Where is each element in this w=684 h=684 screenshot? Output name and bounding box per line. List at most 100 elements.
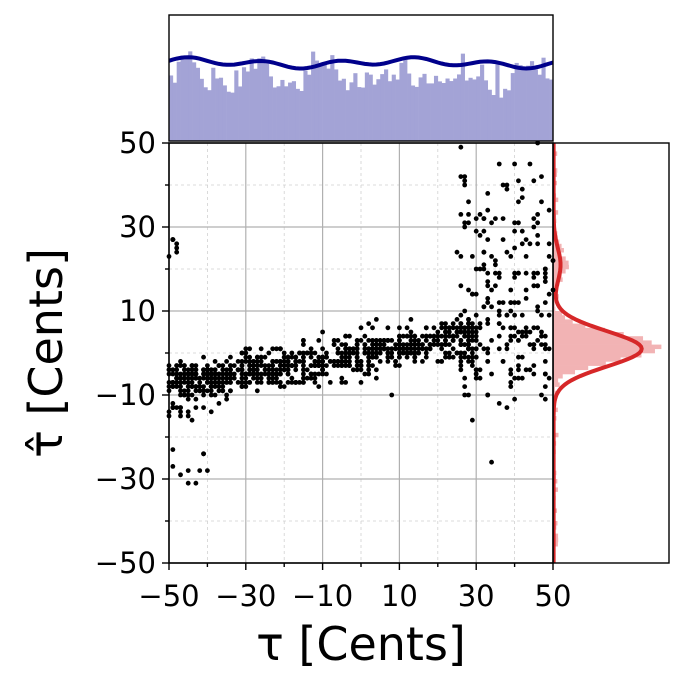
top-hist-bar — [460, 53, 465, 142]
scatter-point — [251, 359, 256, 364]
top-hist-bar — [218, 77, 224, 141]
scatter-point — [527, 367, 533, 373]
top-kde-line — [168, 55, 554, 71]
scatter-point — [485, 283, 491, 289]
scatter-point — [531, 363, 537, 368]
scatter-point — [262, 363, 268, 368]
top-hist-bar — [514, 62, 519, 142]
scatter-point — [247, 371, 253, 377]
scatter-point — [343, 380, 349, 385]
scatter-point — [420, 346, 425, 352]
top-hist-bar — [207, 90, 212, 141]
scatter-point — [339, 342, 345, 347]
scatter-point — [462, 329, 468, 335]
scatter-point — [496, 161, 502, 167]
scatter-point — [519, 228, 525, 234]
scatter-point — [281, 384, 287, 389]
scatter-point — [485, 321, 491, 326]
scatter-point — [443, 333, 448, 339]
right-hist-bar — [553, 357, 621, 362]
scatter-point — [239, 371, 245, 377]
top-hist-bar — [203, 87, 208, 141]
scatter-point — [312, 375, 318, 381]
scatter-point — [247, 363, 253, 368]
scatter-point — [523, 367, 529, 373]
scatter-point — [189, 363, 195, 368]
scatter-point — [301, 338, 306, 343]
scatter-point — [270, 375, 276, 381]
scatter-point — [270, 346, 276, 352]
scatter-point — [443, 354, 448, 360]
scatter-point — [354, 346, 360, 352]
scatter-point — [389, 350, 395, 356]
scatter-point — [412, 350, 418, 356]
scatter-point — [320, 354, 325, 360]
scatter-point — [251, 363, 256, 368]
scatter-point — [516, 363, 521, 368]
scatter-point — [339, 363, 345, 368]
scatter-point — [270, 359, 276, 364]
scatter-point — [285, 367, 291, 373]
scatter-point — [458, 367, 464, 373]
scatter-point — [181, 375, 187, 381]
scatter-point — [500, 237, 506, 243]
top-hist-bar — [188, 51, 193, 141]
scatter-point — [208, 380, 214, 385]
top-hist-bar — [449, 81, 454, 141]
scatter-point — [189, 392, 195, 398]
scatter-point — [312, 363, 318, 368]
top-hist-bar — [537, 74, 542, 141]
scatter-point — [412, 354, 418, 360]
scatter-point — [408, 346, 414, 352]
scatter-point — [293, 380, 299, 385]
scatter-point — [258, 354, 264, 360]
scatter-point — [473, 346, 479, 352]
scatter-point — [243, 354, 249, 360]
top-hist-bar — [510, 73, 515, 141]
scatter-point — [216, 384, 222, 389]
scatter-point — [304, 367, 310, 373]
scatter-point — [397, 363, 402, 368]
top-hist-bar — [195, 67, 201, 141]
scatter-point — [489, 459, 494, 465]
scatter-point — [354, 354, 360, 360]
scatter-point — [535, 241, 541, 247]
scatter-point — [178, 413, 183, 419]
scatter-point — [435, 359, 441, 364]
scatter-point — [201, 384, 206, 389]
scatter-point — [458, 338, 464, 343]
scatter-point — [485, 237, 491, 243]
scatter-point — [366, 321, 372, 326]
scatter-point — [531, 325, 537, 331]
scatter-point — [508, 371, 514, 377]
tick-labels: −50 −30 −10 10 30 50 −50 −30 −10 10 30 50 — [95, 126, 572, 613]
scatter-point — [408, 317, 414, 322]
top-hist-bar — [326, 68, 331, 141]
scatter-point — [531, 178, 537, 184]
scatter-point — [489, 287, 494, 293]
scatter-point — [535, 283, 541, 289]
right-hist-bar — [553, 374, 563, 379]
scatter-point — [170, 405, 176, 410]
scatter-point — [347, 354, 352, 360]
scatter-point — [481, 262, 487, 268]
scatter-point — [174, 380, 180, 385]
scatter-point — [416, 342, 421, 347]
scatter-point — [485, 191, 491, 196]
scatter-point — [546, 346, 552, 352]
scatter-point — [224, 375, 230, 381]
scatter-point — [500, 359, 506, 364]
scatter-point — [454, 333, 460, 339]
scatter-point — [239, 375, 245, 381]
scatter-point — [454, 329, 460, 335]
scatter-point — [535, 308, 541, 314]
scatter-point — [393, 359, 398, 364]
scatter-point — [512, 220, 517, 226]
scatter-point — [523, 237, 529, 243]
scatter-point — [466, 346, 471, 352]
scatter-point — [239, 384, 245, 389]
top-hist-bar — [299, 90, 304, 141]
scatter-point — [224, 367, 230, 373]
scatter-point — [205, 468, 210, 473]
scatter-point — [412, 333, 418, 339]
